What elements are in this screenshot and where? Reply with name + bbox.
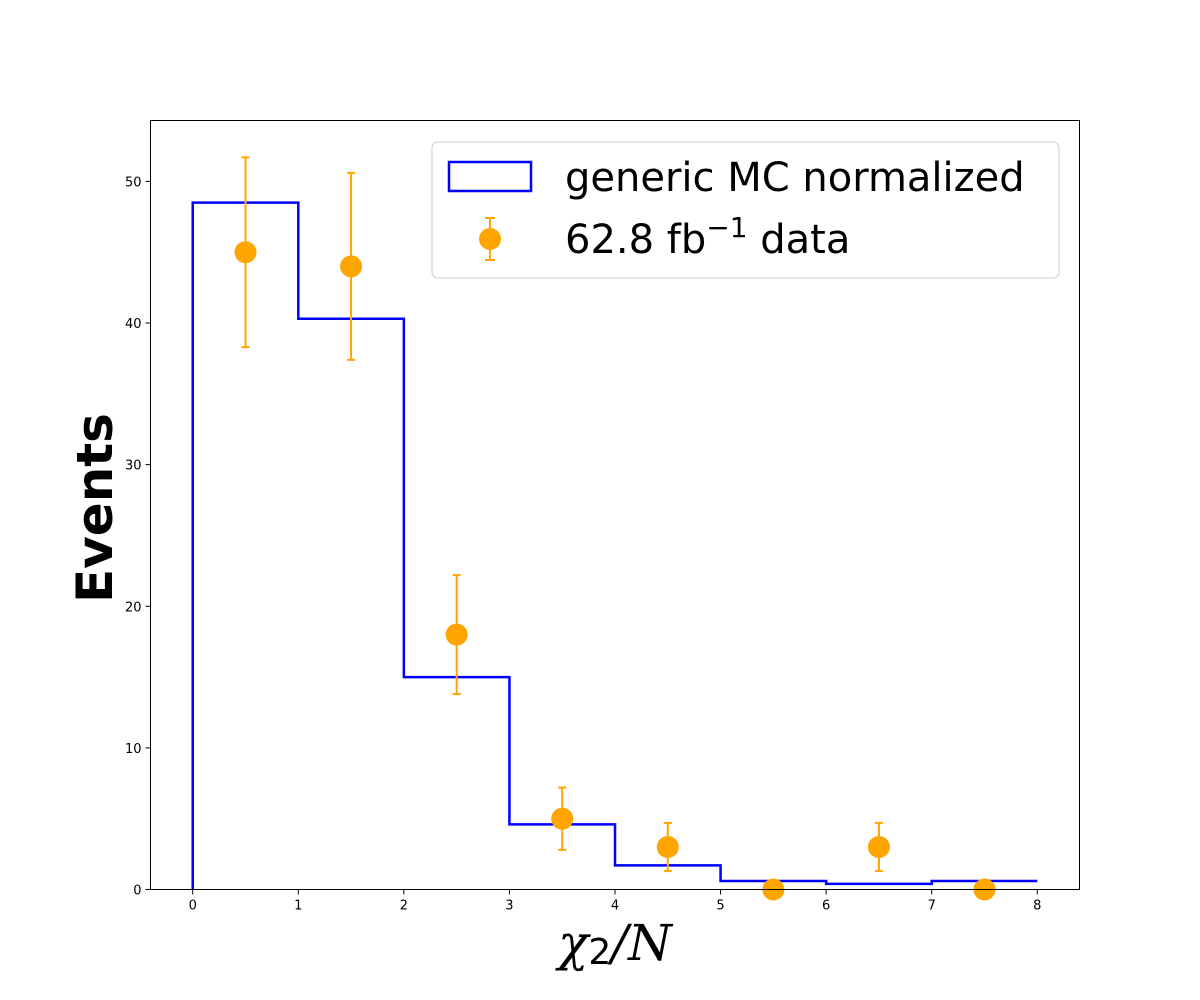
x-tick-label: 1 <box>294 899 302 914</box>
y-tick-label: 10 <box>125 742 142 757</box>
y-axis: 0 10 20 30 40 50 <box>125 175 151 899</box>
legend-frame <box>431 141 1060 279</box>
y-tick-label: 30 <box>125 459 142 474</box>
data-point <box>867 836 890 859</box>
y-axis-label: Events <box>66 413 124 603</box>
y-tick-label: 40 <box>125 317 142 332</box>
legend-marker-data <box>479 228 501 250</box>
y-tick-label: 20 <box>125 600 142 615</box>
data-point <box>234 241 257 264</box>
legend-swatch-mc <box>447 160 533 193</box>
x-tick-label: 0 <box>189 899 197 914</box>
x-tick-label: 7 <box>928 899 936 914</box>
x-tick-label: 2 <box>400 899 408 914</box>
y-tick-label: 50 <box>125 175 142 190</box>
y-tick-label: 0 <box>133 884 141 899</box>
data-point <box>445 623 468 646</box>
x-axis: 0 1 2 3 4 5 6 7 8 <box>189 889 1041 914</box>
data-point <box>656 836 679 859</box>
x-tick-label: 5 <box>716 899 724 914</box>
x-tick-label: 6 <box>822 899 830 914</box>
data-point <box>340 255 363 278</box>
legend: generic MC normalized 62.8 fb−1 data <box>431 141 1060 279</box>
legend-label-mc: generic MC normalized <box>565 155 1025 201</box>
x-tick-label: 8 <box>1033 899 1041 914</box>
x-tick-label: 4 <box>611 899 619 914</box>
legend-label-data: 62.8 fb−1 data <box>565 211 850 263</box>
mc-histogram-step <box>191 201 1038 890</box>
data-point <box>551 807 574 830</box>
x-tick-label: 3 <box>505 899 513 914</box>
x-axis-label: χ2/N <box>555 914 674 973</box>
